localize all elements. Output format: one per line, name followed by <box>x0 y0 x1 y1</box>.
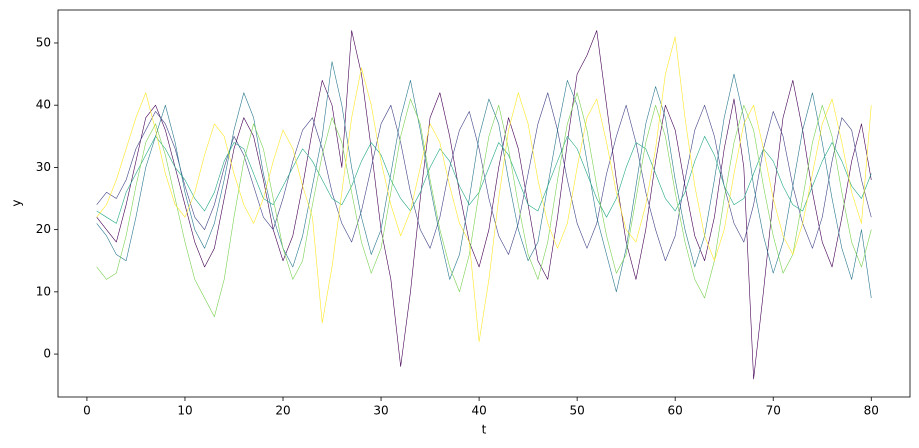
series-line <box>96 136 872 224</box>
y-tick-label: 40 <box>36 98 51 112</box>
y-tick-label: 20 <box>36 222 51 236</box>
series-line <box>96 92 872 318</box>
y-tick-label: 50 <box>36 35 51 49</box>
x-tick-label: 10 <box>177 404 192 418</box>
y-tick-label: 30 <box>36 160 51 174</box>
y-tick-label: 0 <box>43 347 51 361</box>
y-axis-label: y <box>10 199 24 206</box>
x-tick-label: 70 <box>766 404 781 418</box>
x-tick-label: 20 <box>275 404 290 418</box>
x-tick-label: 30 <box>373 404 388 418</box>
x-tick-label: 0 <box>83 404 91 418</box>
series-line <box>96 30 872 380</box>
series-line <box>96 36 872 342</box>
x-tick-label: 50 <box>570 404 585 418</box>
y-tick-label: 10 <box>36 284 51 298</box>
x-tick-label: 40 <box>471 404 486 418</box>
x-tick-label: 60 <box>668 404 683 418</box>
plot-frame <box>57 9 911 398</box>
series-line <box>96 92 872 262</box>
x-axis-label: t <box>482 423 487 437</box>
x-tick-label: 80 <box>864 404 879 418</box>
